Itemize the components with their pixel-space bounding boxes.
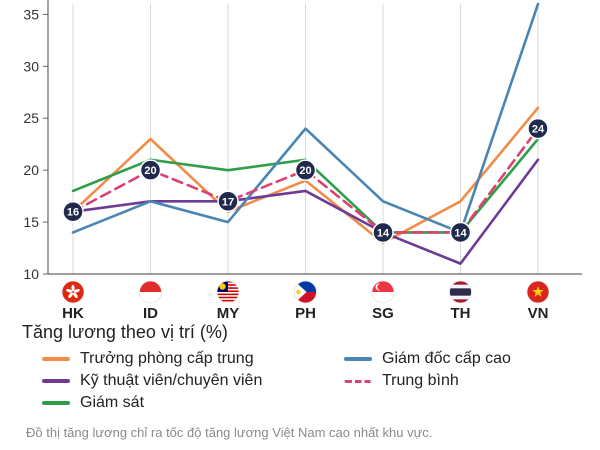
average-badge: 14 bbox=[372, 221, 394, 244]
x-category-label-sg: SG bbox=[372, 305, 394, 320]
average-badge-circle bbox=[527, 117, 549, 140]
legend-item-trung-binh: Trung bình bbox=[344, 372, 459, 390]
chart-caption: Đồ thị tăng lương chỉ ra tốc độ tăng lươ… bbox=[26, 425, 433, 440]
average-badge-circle bbox=[372, 221, 394, 244]
average-badge-circle bbox=[139, 159, 162, 181]
average-badge: 20 bbox=[139, 159, 162, 181]
legend-title: Tăng lương theo vị trí (%) bbox=[22, 322, 228, 342]
hong-kong-flag-icon bbox=[61, 280, 85, 304]
legend-swatch-truong-phong bbox=[42, 357, 70, 361]
x-category-label-hk: HK bbox=[62, 305, 84, 320]
x-category-label-my: MY bbox=[217, 305, 240, 320]
x-category-label-th: TH bbox=[451, 305, 471, 320]
y-tick-label: 35 bbox=[23, 6, 39, 22]
y-tick-label: 30 bbox=[23, 58, 39, 74]
y-tick-label: 15 bbox=[23, 214, 39, 230]
philippines-flag-icon bbox=[294, 280, 317, 304]
legend-label: Kỹ thuật viên/chuyên viên bbox=[80, 372, 263, 389]
legend-swatch-giam-doc bbox=[344, 357, 372, 361]
legend-label: Giám sát bbox=[80, 394, 145, 411]
average-badge-label: 14 bbox=[377, 227, 390, 239]
legend-item-giam-doc: Giám đốc cấp cao bbox=[344, 350, 511, 368]
singapore-flag-icon bbox=[371, 280, 395, 304]
average-badge: 16 bbox=[62, 200, 84, 223]
vietnam-flag-icon bbox=[526, 280, 550, 304]
indonesia-flag-icon bbox=[139, 280, 162, 304]
average-badge-label: 16 bbox=[67, 207, 79, 219]
average-badge: 24 bbox=[527, 117, 549, 140]
legend-item-truong-phong: Trưởng phòng cấp trung bbox=[42, 350, 254, 368]
legend-swatch-ky-thuat-vien bbox=[42, 379, 70, 383]
average-badge: 20 bbox=[294, 159, 317, 181]
average-badge-circle bbox=[217, 190, 239, 213]
thailand-flag-icon bbox=[449, 280, 472, 304]
legend-swatch-trung-binh bbox=[344, 379, 372, 383]
x-category-label-ph: PH bbox=[295, 305, 316, 320]
average-badge-circle bbox=[449, 221, 472, 244]
legend-swatch-giam-sat bbox=[42, 401, 70, 405]
average-badge-label: 14 bbox=[454, 227, 467, 239]
y-tick-label: 10 bbox=[23, 266, 39, 282]
y-tick-label: 25 bbox=[23, 110, 39, 126]
legend-label: Giám đốc cấp cao bbox=[382, 350, 511, 367]
average-badge: 17 bbox=[217, 190, 239, 213]
legend-label: Trưởng phòng cấp trung bbox=[80, 350, 254, 367]
average-badge-label: 20 bbox=[299, 165, 311, 177]
legend-item-ky-thuat-vien: Kỹ thuật viên/chuyên viên bbox=[42, 372, 262, 390]
y-tick-label: 20 bbox=[23, 162, 39, 178]
average-badge-label: 24 bbox=[532, 124, 545, 136]
salary-increase-line-chart: 10 15 20 25 30 35 16 20 17 20 14 14 24 HK ID MY PH SG TH… bbox=[23, 0, 582, 320]
x-category-label-id: ID bbox=[143, 305, 158, 320]
average-badge-label: 20 bbox=[144, 165, 156, 177]
average-badge: 14 bbox=[449, 221, 472, 244]
x-category-label-vn: VN bbox=[528, 305, 549, 320]
legend-item-giam-sat: Giám sát bbox=[42, 394, 144, 412]
legend-label: Trung bình bbox=[382, 372, 459, 389]
average-badge-label: 17 bbox=[222, 196, 234, 208]
malaysia-flag-icon bbox=[216, 280, 240, 304]
average-badge-circle bbox=[62, 200, 84, 223]
average-badge-circle bbox=[294, 159, 317, 181]
